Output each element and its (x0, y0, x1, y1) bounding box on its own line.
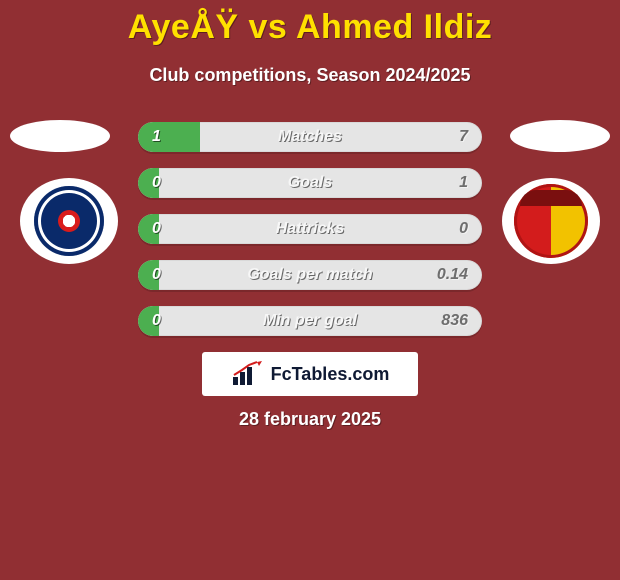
stat-label: Min per goal (138, 306, 482, 336)
stat-row-matches: 1 Matches 7 (138, 122, 482, 152)
fctables-logo-icon (231, 361, 265, 387)
footer-date: 28 february 2025 (0, 409, 620, 430)
goztepe-badge-icon (514, 184, 588, 258)
stat-label: Goals (138, 168, 482, 198)
stat-label: Goals per match (138, 260, 482, 290)
branding-box: FcTables.com (202, 352, 418, 396)
stats-panel: 1 Matches 7 0 Goals 1 0 Hattricks 0 0 Go… (138, 122, 482, 352)
stat-right-value: 836 (441, 306, 468, 336)
stat-row-goals: 0 Goals 1 (138, 168, 482, 198)
stat-row-goals-per-match: 0 Goals per match 0.14 (138, 260, 482, 290)
stat-label: Matches (138, 122, 482, 152)
club-badge-right (502, 178, 600, 264)
page-title: AyeÅŸ vs Ahmed Ildiz (0, 0, 620, 47)
branding-text: FcTables.com (271, 364, 390, 385)
player-left-head (10, 120, 110, 152)
stat-right-value: 0 (459, 214, 468, 244)
stat-row-min-per-goal: 0 Min per goal 836 (138, 306, 482, 336)
comparison-card: AyeÅŸ vs Ahmed Ildiz Club competitions, … (0, 0, 620, 580)
stat-right-value: 1 (459, 168, 468, 198)
club-badge-left (20, 178, 118, 264)
stat-label: Hattricks (138, 214, 482, 244)
player-right-head (510, 120, 610, 152)
stat-right-value: 0.14 (437, 260, 468, 290)
stat-row-hattricks: 0 Hattricks 0 (138, 214, 482, 244)
page-subtitle: Club competitions, Season 2024/2025 (0, 65, 620, 86)
stat-right-value: 7 (459, 122, 468, 152)
kasimpasa-badge-icon (34, 186, 104, 256)
